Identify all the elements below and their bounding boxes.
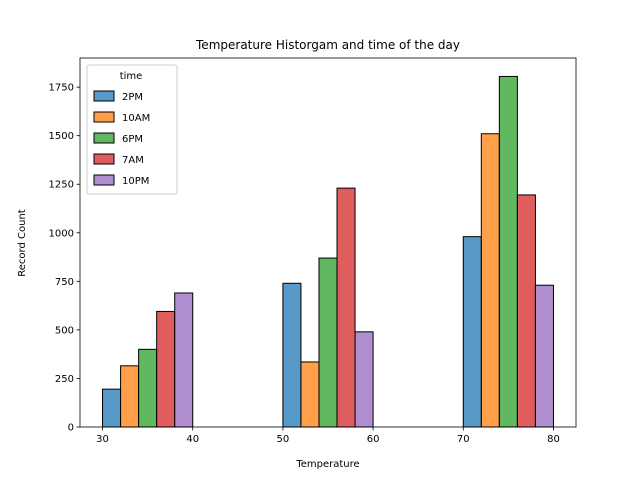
y-tick-label: 500 bbox=[55, 325, 74, 336]
legend-label-2pm: 2PM bbox=[122, 92, 143, 103]
bar-6pm-1 bbox=[318, 257, 338, 428]
bar-6pm-0 bbox=[138, 348, 158, 428]
bar-10am-1 bbox=[300, 361, 320, 428]
legend-swatch-7am bbox=[93, 153, 115, 165]
chart-title: Temperature Historgam and time of the da… bbox=[195, 38, 460, 52]
legend-swatch-6pm bbox=[93, 132, 115, 144]
bar-10pm-2 bbox=[534, 284, 554, 428]
legend-swatch-10am bbox=[93, 111, 115, 123]
y-tick-label: 1000 bbox=[49, 228, 74, 239]
x-axis-ticks: 30 40 50 60 70 80 bbox=[96, 427, 560, 445]
bar-10pm-0 bbox=[174, 292, 194, 428]
x-tick-label: 40 bbox=[186, 434, 199, 445]
bar-10am-2 bbox=[480, 133, 500, 428]
legend-swatch-2pm bbox=[93, 90, 115, 102]
x-axis-label: Temperature bbox=[295, 459, 359, 470]
legend-label-7am: 7AM bbox=[122, 155, 144, 166]
y-axis-ticks: 0 250 500 750 1000 1250 1500 1750 bbox=[49, 83, 80, 434]
x-tick-label: 80 bbox=[547, 434, 560, 445]
legend-swatch-10pm bbox=[93, 174, 115, 186]
bar-7am-0 bbox=[156, 310, 176, 428]
legend-label-10pm: 10PM bbox=[122, 176, 149, 187]
y-tick-label: 750 bbox=[55, 277, 74, 288]
x-tick-label: 60 bbox=[367, 434, 380, 445]
legend-label-6pm: 6PM bbox=[122, 134, 143, 145]
y-tick-label: 250 bbox=[55, 374, 74, 385]
bar-2pm-0 bbox=[102, 388, 122, 428]
y-axis-label: Record Count bbox=[17, 209, 28, 277]
y-tick-label: 1250 bbox=[49, 180, 74, 191]
y-tick-label: 0 bbox=[68, 423, 74, 434]
x-tick-label: 30 bbox=[96, 434, 109, 445]
bar-10pm-1 bbox=[354, 331, 374, 428]
x-tick-label: 50 bbox=[277, 434, 290, 445]
bar-7am-1 bbox=[336, 187, 356, 428]
bar-10am-0 bbox=[120, 365, 140, 428]
bar-6pm-2 bbox=[498, 75, 518, 428]
x-tick-label: 70 bbox=[457, 434, 470, 445]
y-tick-label: 1750 bbox=[49, 83, 74, 94]
bar-7am-2 bbox=[516, 194, 536, 428]
y-tick-label: 1500 bbox=[49, 131, 74, 142]
legend-title: time bbox=[120, 71, 143, 82]
legend: time 2PM 10AM 6PM 7AM 10PM bbox=[86, 64, 178, 195]
bar-2pm-2 bbox=[462, 236, 482, 428]
plot-frame bbox=[79, 57, 577, 428]
legend-label-10am: 10AM bbox=[122, 113, 150, 124]
bar-2pm-1 bbox=[282, 282, 302, 428]
